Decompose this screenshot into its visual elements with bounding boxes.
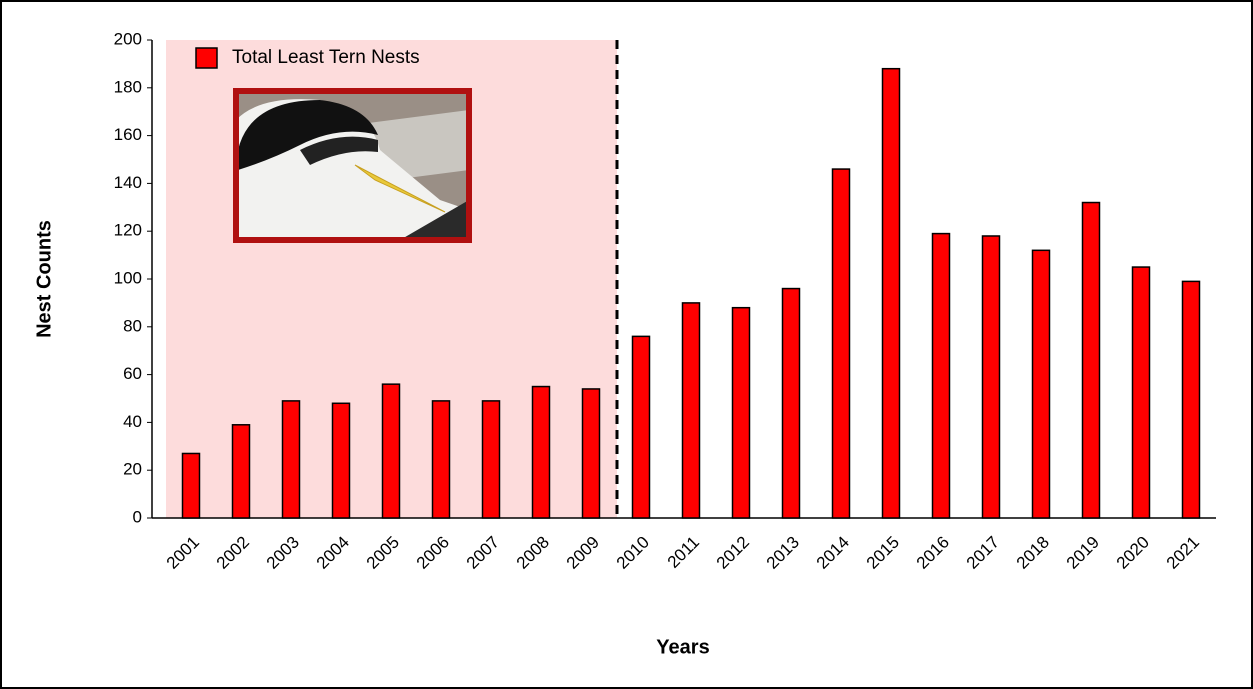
y-axis-title: Nest Counts — [33, 220, 55, 338]
bar — [581, 388, 601, 519]
bar — [431, 400, 451, 519]
photo-frame — [233, 88, 472, 243]
bar — [631, 335, 651, 519]
bar — [481, 400, 501, 519]
legend-label: Total Least Tern Nests — [232, 47, 420, 68]
bar — [1131, 266, 1151, 519]
y-tick-label: 80 — [123, 316, 142, 335]
y-tick-label: 140 — [114, 173, 142, 192]
bar — [981, 235, 1001, 519]
y-tick-label: 200 — [114, 29, 142, 48]
y-tick-label: 160 — [114, 125, 142, 144]
bird-wing — [400, 200, 469, 240]
bar — [381, 383, 401, 519]
y-tick-label: 120 — [114, 221, 142, 240]
bar — [931, 232, 951, 519]
bird-photo — [233, 88, 472, 243]
y-tick-label: 100 — [114, 268, 142, 287]
bar — [781, 287, 801, 519]
bar — [1081, 201, 1101, 519]
bar — [331, 402, 351, 519]
bar — [881, 67, 901, 519]
bar — [531, 385, 551, 519]
y-tick-label: 60 — [123, 364, 142, 383]
bird-eyestripe — [300, 136, 378, 165]
x-axis-title: Years — [656, 636, 709, 658]
bar — [831, 168, 851, 519]
bar — [231, 424, 251, 519]
y-tick-label: 40 — [123, 412, 142, 431]
bar — [731, 306, 751, 519]
bird-cap — [238, 100, 378, 170]
bar — [181, 452, 201, 519]
bar — [681, 302, 701, 519]
bar — [1181, 280, 1201, 519]
bar — [281, 400, 301, 519]
y-tick-label: 180 — [114, 77, 142, 96]
bird-beak — [354, 164, 446, 213]
bar — [1031, 249, 1051, 519]
y-tick-label: 20 — [123, 460, 142, 479]
y-tick-label: 0 — [133, 507, 142, 526]
legend-swatch — [195, 47, 218, 69]
